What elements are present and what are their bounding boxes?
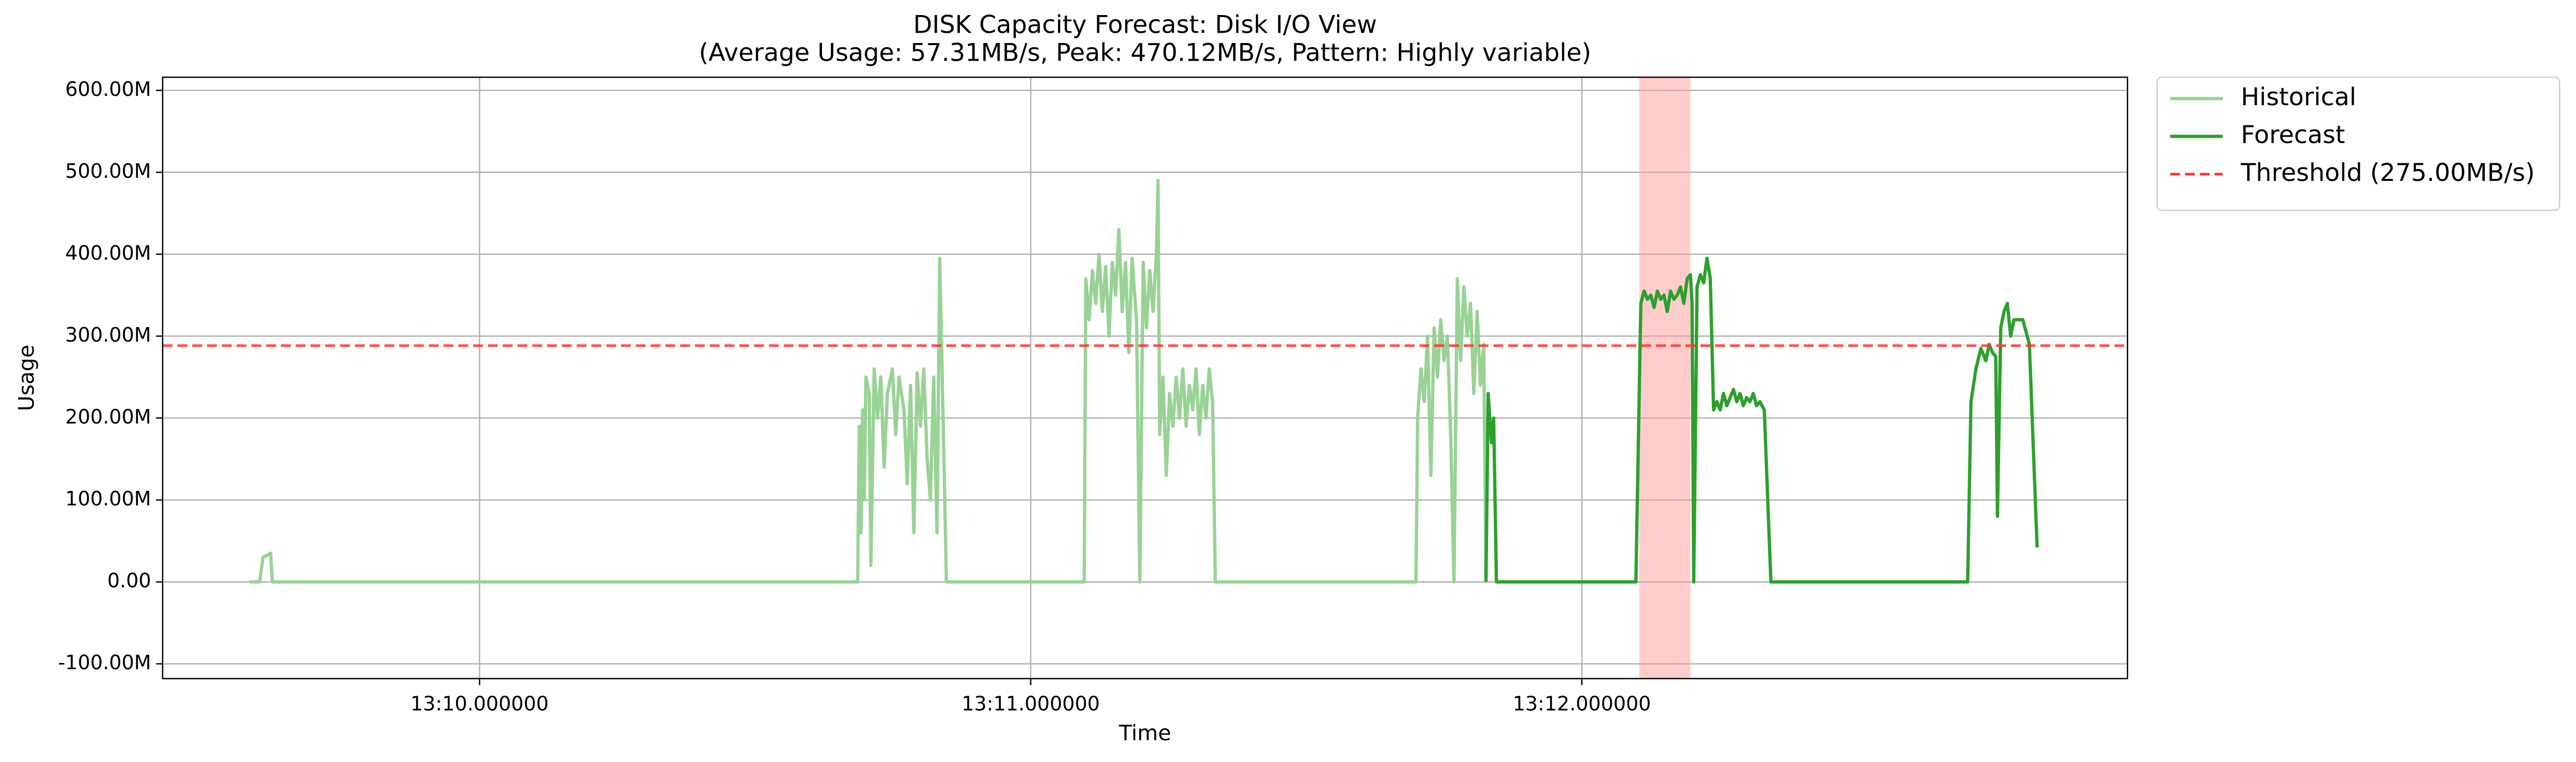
series-line (249, 178, 1488, 584)
chart-title: DISK Capacity Forecast: Disk I/O View (913, 11, 1377, 39)
x-tick-label: 13:10.000000 (411, 692, 549, 715)
y-tick-label: -100.00M (58, 651, 151, 674)
y-axis-label: Usage (14, 345, 39, 411)
series-line (1484, 257, 2039, 584)
chart-subtitle: (Average Usage: 57.31MB/s, Peak: 470.12M… (699, 39, 1591, 67)
y-tick-label: 0.00 (107, 569, 151, 592)
x-tick-label: 13:11.000000 (961, 692, 1100, 715)
x-tick-label: 13:12.000000 (1513, 692, 1651, 715)
y-tick-label: 500.00M (65, 160, 151, 182)
x-axis-label: Time (1119, 721, 1171, 745)
legend-label: Forecast (2241, 121, 2345, 149)
y-tick-label: 100.00M (65, 487, 151, 510)
legend-label: Threshold (275.00MB/s) (2240, 159, 2535, 187)
y-tick-label: 200.00M (65, 405, 151, 428)
y-tick-label: 600.00M (65, 78, 151, 101)
plot-frame (162, 76, 2128, 680)
legend-label: Historical (2241, 83, 2356, 111)
legend-box (2156, 76, 2560, 211)
shaded-region (1639, 77, 1691, 679)
y-tick-label: 400.00M (65, 242, 151, 264)
y-tick-label: 300.00M (65, 323, 151, 346)
